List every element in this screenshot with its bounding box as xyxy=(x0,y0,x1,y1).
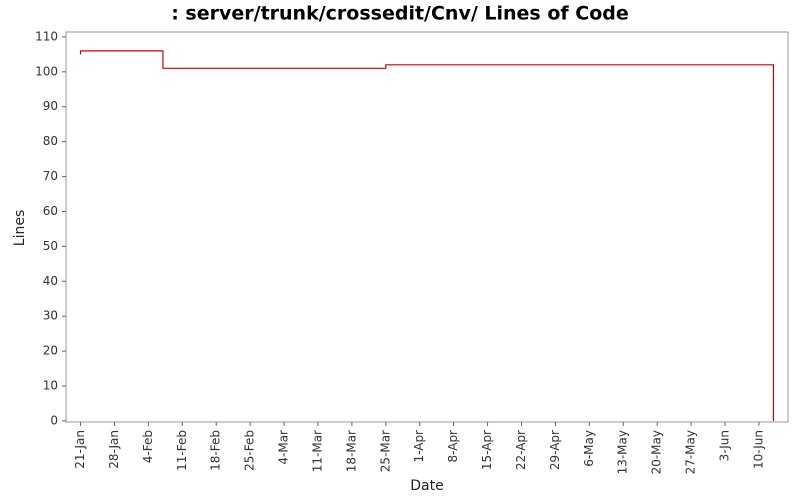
y-tick-label: 80 xyxy=(43,134,58,148)
y-tick-label: 110 xyxy=(35,29,58,43)
x-tick-label: 1-Apr xyxy=(412,430,426,463)
plot-area xyxy=(65,31,789,423)
y-tick-label: 40 xyxy=(43,274,58,288)
x-tick-label: 18-Feb xyxy=(209,430,223,471)
y-tick-label: 90 xyxy=(43,99,58,113)
x-tick-label: 4-Mar xyxy=(277,430,291,465)
x-tick-label: 29-Apr xyxy=(548,430,562,470)
x-tick-label: 18-Mar xyxy=(344,430,358,472)
x-tick-label: 13-May xyxy=(616,430,630,474)
x-tick-label: 20-May xyxy=(650,430,664,474)
x-tick-label: 27-May xyxy=(684,430,698,474)
x-tick-label: 25-Feb xyxy=(243,430,257,471)
x-tick-label: 11-Feb xyxy=(175,430,189,471)
y-tick-label: 100 xyxy=(35,64,58,78)
x-tick-label: 10-Jun xyxy=(751,430,765,469)
x-axis-label: Date xyxy=(410,478,443,494)
x-tick-label: 4-Feb xyxy=(141,430,155,463)
x-tick-label: 11-Mar xyxy=(310,430,324,472)
y-tick-label: 20 xyxy=(43,344,58,358)
chart-title: : server/trunk/crossedit/Cnv/ Lines of C… xyxy=(171,3,629,25)
x-tick-label: 28-Jan xyxy=(107,430,121,469)
y-tick-label: 10 xyxy=(43,379,58,393)
x-tick-label: 25-Mar xyxy=(378,430,392,472)
y-tick-label: 50 xyxy=(43,239,58,253)
x-tick-label: 8-Apr xyxy=(446,430,460,463)
y-tick-label: 60 xyxy=(43,204,58,218)
y-axis-label: Lines xyxy=(12,210,28,246)
x-tick-label: 21-Jan xyxy=(73,430,87,469)
x-tick-label: 6-May xyxy=(582,430,596,467)
y-tick-label: 30 xyxy=(43,309,58,323)
x-tick-label: 15-Apr xyxy=(480,430,494,470)
y-tick-label: 70 xyxy=(43,169,58,183)
x-tick-label: 22-Apr xyxy=(514,430,528,470)
y-tick-label: 0 xyxy=(50,413,58,427)
line xyxy=(79,50,775,421)
x-tick-label: 3-Jun xyxy=(718,430,732,461)
